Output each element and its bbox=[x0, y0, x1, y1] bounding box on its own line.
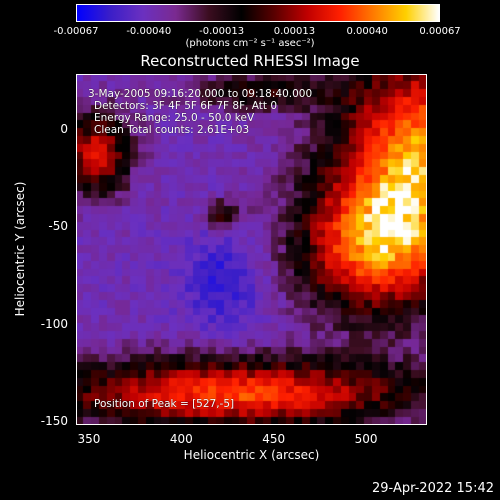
x-axis-label: Heliocentric X (arcsec) bbox=[183, 448, 320, 462]
y-tick-label: -50 bbox=[48, 219, 68, 234]
colorbar-tick-label: 0.00013 bbox=[273, 26, 316, 37]
info-time-range: 3-May-2005 09:16:20.000 to 09:18:40.000 bbox=[88, 88, 313, 100]
x-tick-label: 350 bbox=[77, 432, 101, 446]
colorbar-tick-label: -0.00067 bbox=[53, 26, 99, 37]
info-method-counts: Clean Total counts: 2.61E+03 bbox=[94, 124, 250, 136]
chart-title: Reconstructed RHESSI Image bbox=[140, 52, 360, 70]
info-energy-range: Energy Range: 25.0 - 50.0 keV bbox=[94, 112, 255, 124]
y-axis-label: Heliocentric Y (arcsec) bbox=[13, 181, 27, 317]
info-peak-position: Position of Peak = [527,-5] bbox=[94, 398, 235, 410]
x-tick-label: 500 bbox=[354, 432, 378, 446]
colorbar-tick-label: 0.00040 bbox=[346, 26, 388, 37]
x-tick-label: 450 bbox=[262, 432, 286, 446]
colorbar-tick-label: -0.00040 bbox=[126, 26, 172, 37]
colorbar-tick-label: 0.00067 bbox=[419, 26, 461, 37]
y-tick-label: 0 bbox=[60, 121, 68, 136]
y-tick-label: -100 bbox=[40, 316, 68, 331]
colorbar-unit-label: (photons cm⁻² s⁻¹ asec⁻²) bbox=[185, 38, 315, 49]
plot-timestamp: 29-Apr-2022 15:42 bbox=[372, 481, 494, 496]
x-tick-label: 400 bbox=[169, 432, 193, 446]
info-detectors: Detectors: 3F 4F 5F 6F 7F 8F, Att 0 bbox=[94, 100, 278, 112]
colorbar-tick-label: -0.00013 bbox=[199, 26, 245, 37]
y-tick-label: -150 bbox=[40, 414, 68, 429]
colorbar bbox=[76, 4, 440, 22]
heatmap-image bbox=[76, 74, 427, 425]
